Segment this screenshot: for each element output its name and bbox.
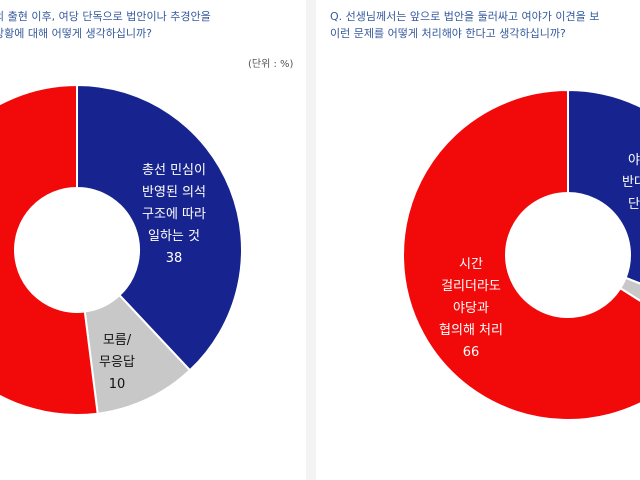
right-blue-label-line: 야: [628, 153, 640, 168]
left-blue-label-line: 구조에 따라: [142, 207, 206, 222]
right-blue-label-line: 반대: [622, 175, 640, 190]
left-red-slice: [0, 83, 99, 416]
right-survey-panel: Q. 선생님께서는 앞으로 법안을 둘러싸고 여야가 이견을 보 이런 문제를 …: [316, 0, 640, 480]
left-question-line: 상황에 대해 어떻게 생각하십니까?: [0, 27, 153, 40]
unit-label: (단위 : %): [248, 59, 294, 70]
right-blue-slice: [567, 88, 640, 285]
right-red-label-line: 걸리더라도: [441, 279, 501, 294]
right-blue-label-line: 단: [628, 197, 640, 212]
left-gray-label-line: 무응답: [99, 355, 135, 370]
right-question-line: Q. 선생님께서는 앞으로 법안을 둘러싸고 여야가 이견을 보: [330, 10, 600, 23]
left-gray-label-line: 모름/: [103, 333, 132, 348]
left-gray-label-line: 10: [109, 377, 126, 392]
left-gray-slice-label: 모름/무응답 10: [99, 333, 135, 392]
left-question-line: 의 출현 이후, 여당 단독으로 법안이나 추경안을: [0, 10, 211, 23]
left-blue-label-line: 총선 민심이: [142, 163, 206, 178]
right-red-label-line: 협의해 처리: [439, 323, 503, 338]
right-red-label-line: 66: [463, 345, 480, 360]
left-survey-panel: 의 출현 이후, 여당 단독으로 법안이나 추경안을 상황에 대해 어떻게 생각…: [0, 0, 306, 480]
left-blue-slice: [76, 83, 243, 372]
left-blue-label-line: 반영된 의석: [142, 185, 206, 200]
right-question-line: 이런 문제를 어떻게 처리해야 한다고 생각하십니까?: [330, 27, 566, 40]
left-blue-label-line: 38: [166, 251, 183, 266]
right-red-slice: [402, 88, 640, 421]
right-question-text: Q. 선생님께서는 앞으로 법안을 둘러싸고 여야가 이견을 보 이런 문제를 …: [330, 8, 640, 42]
right-red-label-line: 야당과: [453, 301, 489, 316]
left-question-text: 의 출현 이후, 여당 단독으로 법안이나 추경안을 상황에 대해 어떻게 생각…: [0, 8, 306, 42]
left-blue-label-line: 일하는 것: [148, 229, 200, 244]
right-red-label-line: 시간: [459, 257, 483, 272]
